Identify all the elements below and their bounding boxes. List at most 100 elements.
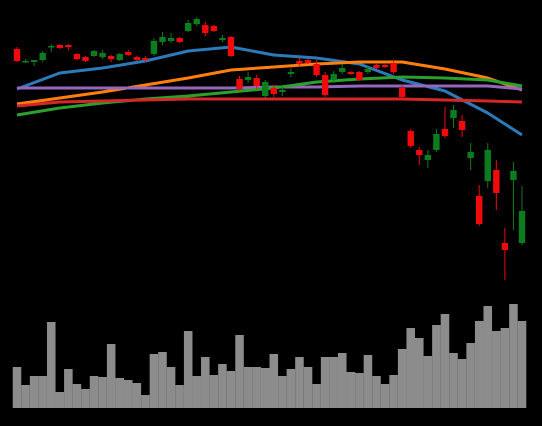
candle-body <box>270 88 277 94</box>
volume-bar <box>175 385 184 408</box>
volume-bar <box>72 384 82 408</box>
volume-bar <box>38 376 47 408</box>
volume-bar <box>81 389 90 408</box>
candle-body <box>330 74 337 80</box>
candle-body <box>82 57 89 61</box>
volume-panel <box>12 304 527 408</box>
candle-body <box>356 72 363 80</box>
candle-body <box>321 75 329 95</box>
volume-bar <box>21 385 30 408</box>
candle-body <box>398 88 406 97</box>
candle-body <box>510 171 517 180</box>
candle-body <box>210 26 218 31</box>
volume-bar <box>123 380 133 408</box>
moving-average-line <box>16 45 523 137</box>
volume-bar <box>149 354 159 408</box>
candle-body <box>253 78 260 86</box>
candle-body <box>467 152 474 158</box>
candle-body <box>476 196 483 224</box>
volume-bar <box>432 325 441 408</box>
candle-body <box>167 38 175 41</box>
volume-bar <box>389 375 398 408</box>
volume-bar <box>500 328 510 408</box>
candle-body <box>202 25 209 33</box>
candle-body <box>56 45 63 48</box>
volume-bar <box>440 314 450 408</box>
volume-bar <box>363 355 373 408</box>
candle-body <box>107 56 115 59</box>
volume-bar <box>517 321 527 408</box>
volume-bar <box>397 349 407 408</box>
volume-bar <box>423 356 433 408</box>
candle-body <box>125 52 132 55</box>
volume-bar <box>329 357 338 408</box>
candle-body <box>39 53 46 60</box>
volume-bar <box>286 369 296 408</box>
volume-bar <box>115 378 124 408</box>
candles <box>13 17 526 280</box>
candle-body <box>73 54 81 59</box>
candle-body <box>518 211 526 243</box>
candle-body <box>279 90 286 92</box>
volume-bar <box>218 364 227 408</box>
volume-bar <box>278 376 287 408</box>
volume-bar <box>201 357 210 408</box>
volume-bar <box>106 344 116 408</box>
volume-bar <box>260 368 270 408</box>
volume-bar <box>346 372 356 408</box>
candle-body <box>493 170 500 193</box>
volume-bar <box>89 376 99 408</box>
candle-body <box>48 46 55 48</box>
volume-bar <box>355 373 364 408</box>
candle-body <box>30 60 38 62</box>
candle-body <box>433 134 440 150</box>
candle-body <box>424 155 432 160</box>
volume-bar <box>337 353 347 408</box>
candle-body <box>193 19 200 24</box>
candle-body <box>296 61 303 64</box>
candle-body <box>65 45 72 47</box>
candle-body <box>236 79 243 89</box>
volume-bar <box>55 392 65 408</box>
volume-bar <box>372 376 381 408</box>
candle-body <box>441 129 449 136</box>
candle-body <box>133 57 141 60</box>
volume-bar <box>98 377 107 408</box>
candle-body <box>407 131 414 146</box>
candle-body <box>90 51 98 56</box>
candle-body <box>313 64 320 75</box>
candle-body <box>416 150 423 155</box>
volume-bar <box>132 383 142 408</box>
candle-body <box>458 121 466 130</box>
volume-bar <box>312 384 321 408</box>
candle-body <box>373 65 380 68</box>
volume-bar <box>192 376 202 408</box>
volume-bar <box>509 304 518 408</box>
candle-body <box>13 49 21 61</box>
candle-body <box>339 68 346 72</box>
candle-body <box>381 65 389 67</box>
candle-body <box>176 38 183 42</box>
candle-body <box>484 150 491 181</box>
volume-bar <box>269 354 279 408</box>
moving-average-line <box>16 60 523 106</box>
volume-bar <box>158 352 167 408</box>
volume-bar <box>166 367 176 408</box>
volume-bar <box>209 375 219 408</box>
volume-bar <box>243 367 253 408</box>
volume-bar <box>29 376 39 408</box>
candle-body <box>304 60 312 63</box>
volume-bar <box>474 321 484 408</box>
volume-bar <box>226 371 236 408</box>
volume-bar <box>12 367 22 408</box>
volume-bar <box>406 328 416 408</box>
candle-body <box>22 61 29 63</box>
candle-body <box>390 63 397 72</box>
candle-body <box>347 72 355 74</box>
candle-body <box>244 77 252 80</box>
volume-bar <box>141 395 150 408</box>
candle-body <box>262 82 269 96</box>
volume-bar <box>295 357 304 408</box>
